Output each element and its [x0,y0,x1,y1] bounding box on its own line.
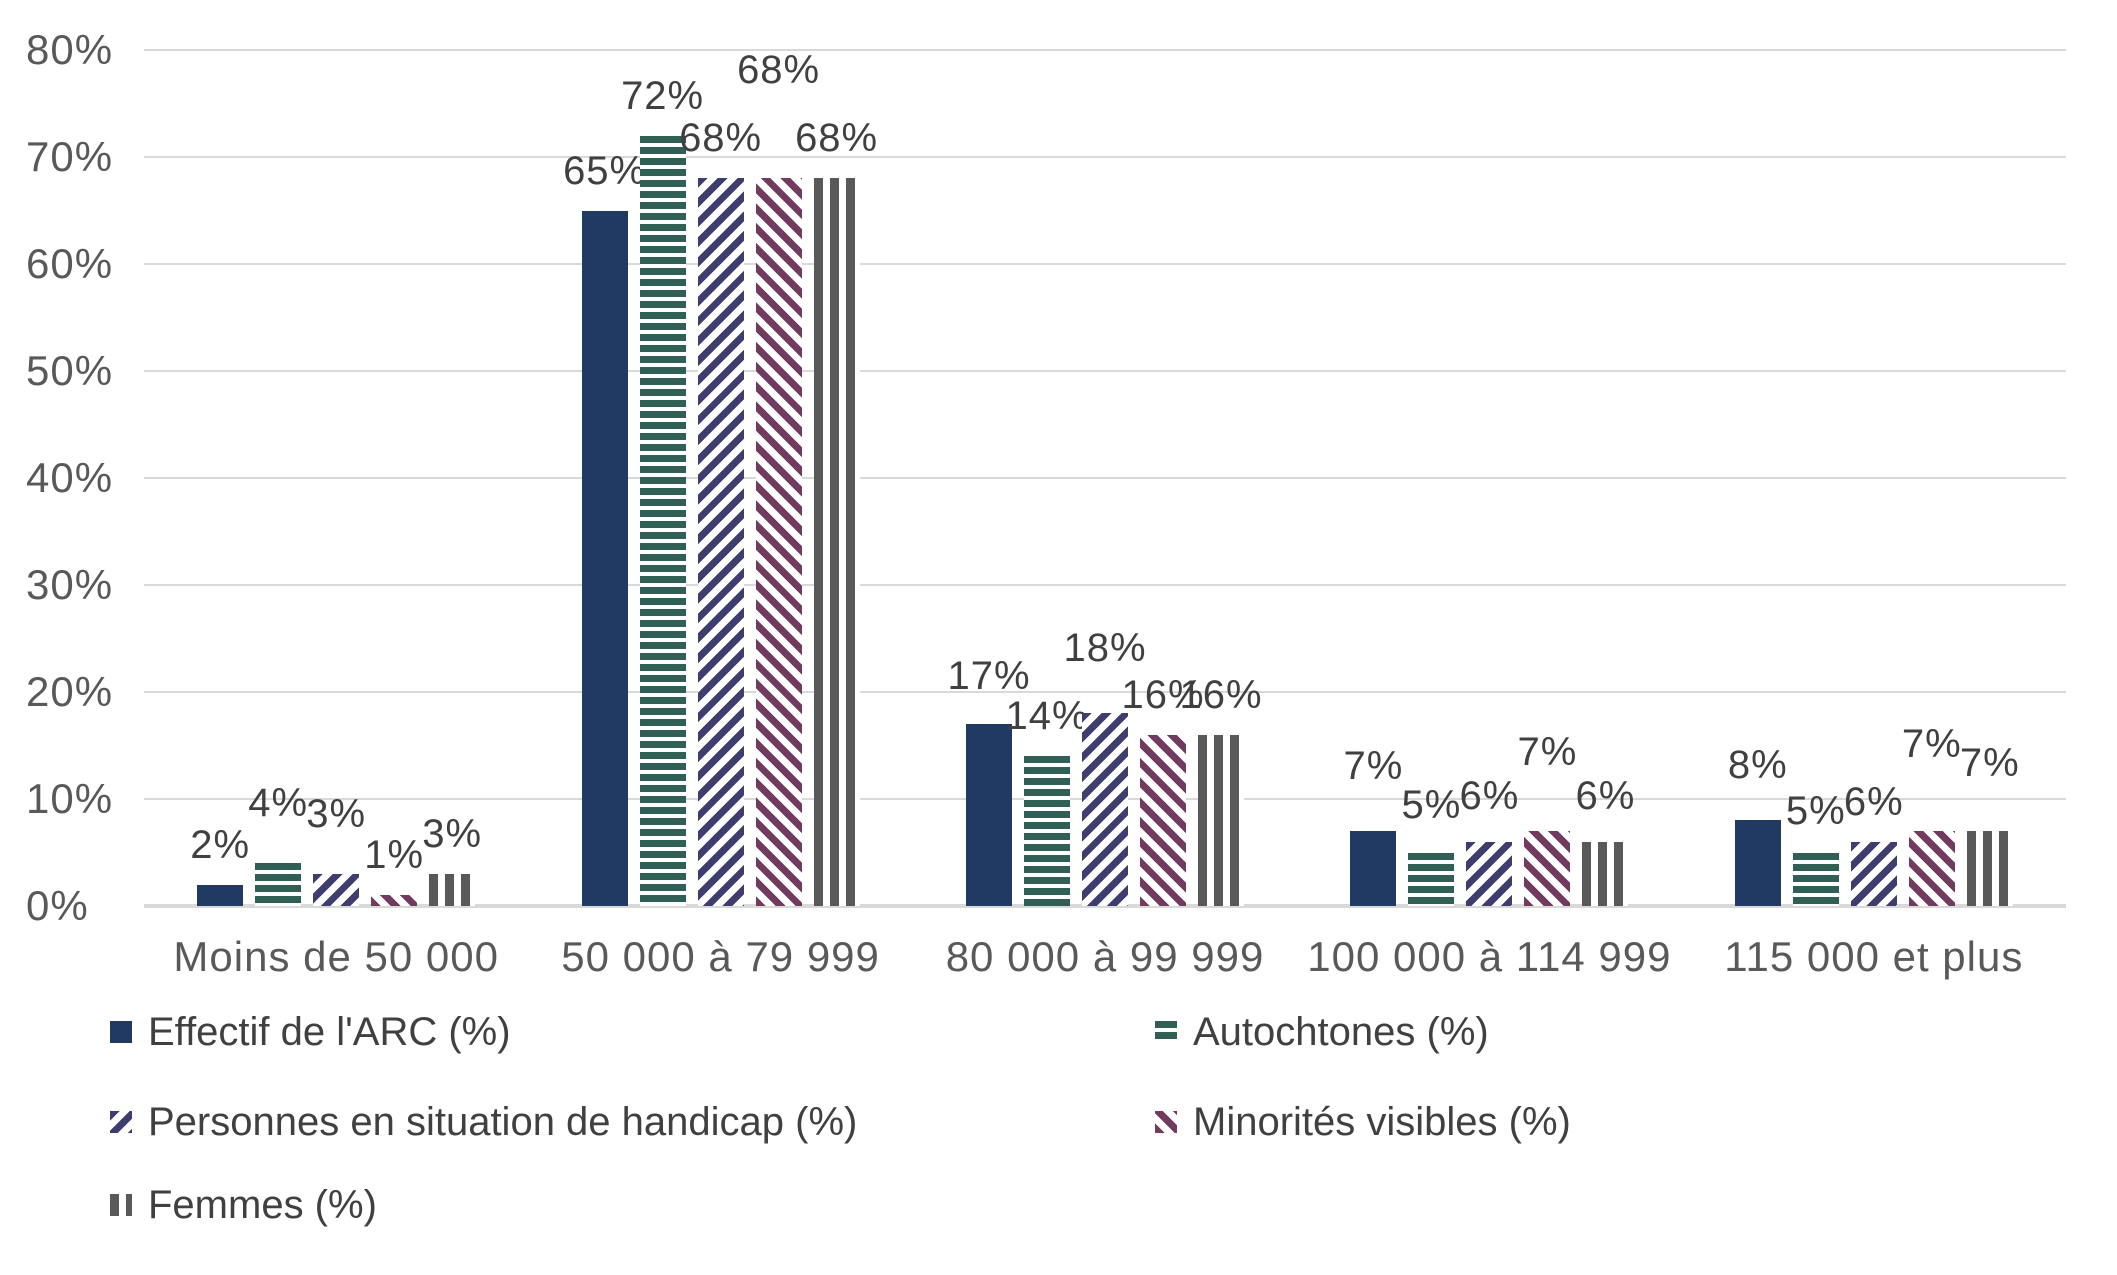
bar-4-group-4 [1524,831,1571,906]
legend-marker-diagonal-up-stripes-icon [110,1111,132,1133]
data-label: 7% [1901,722,1962,767]
x-axis-category-label: 50 000 à 79 999 [561,933,880,980]
data-label: 72% [621,73,705,118]
data-label: 8% [1727,743,1788,788]
data-label: 65% [563,148,647,193]
legend-marker-vertical-stripes-icon [110,1194,132,1216]
y-axis-tick-label: 30% [26,561,114,608]
x-axis-category-label: Moins de 50 000 [173,933,499,980]
bar-3-group-5 [1850,841,1897,906]
data-label: 1% [364,833,425,878]
bar-1-group-4 [1350,831,1397,906]
data-label: 7% [1343,744,1404,789]
data-label: 3% [422,811,483,856]
data-label: 14% [1005,694,1089,739]
data-label: 17% [947,654,1031,699]
gridline [144,477,2066,479]
bar-2-group-2 [639,135,686,906]
data-label: 68% [795,116,879,161]
bar-5-group-3 [1198,734,1244,906]
data-label: 5% [1401,782,1462,827]
legend-label: Minorités visibles (%) [1193,1100,1571,1144]
y-axis-tick-label: 80% [26,26,114,73]
data-label: 7% [1959,741,2020,786]
legend-label: Autochtones (%) [1193,1010,1489,1054]
y-axis-tick-label: 70% [26,133,114,180]
data-label: 16% [1179,672,1263,717]
bar-2-group-4 [1408,852,1455,906]
data-label: 68% [679,116,763,161]
y-axis-tick-label: 0% [26,882,89,929]
bar-2-group-1 [255,863,302,906]
data-label: 68% [737,48,821,93]
data-label: 16% [1121,672,1205,717]
bar-4-group-5 [1908,831,1955,906]
bar-5-group-1 [429,873,476,906]
legend-item: Minorités visibles (%) [1155,1098,1571,1146]
y-axis-tick-label: 10% [26,775,114,822]
data-label: 3% [306,791,367,836]
bar-2-group-5 [1792,852,1839,906]
legend-item: Autochtones (%) [1155,1008,1489,1056]
gridline [144,691,2066,693]
data-label: 7% [1517,730,1578,775]
data-label: 18% [1063,626,1147,671]
x-axis-category-label: 115 000 et plus [1724,933,2024,980]
data-label: 6% [1843,779,1904,824]
gridline [144,370,2066,372]
y-axis-tick-label: 60% [26,240,114,287]
bar-1-group-3 [966,724,1012,906]
legend-item: Femmes (%) [110,1181,377,1229]
plot-area: 2% 4% 3% 1% 3% 65% 72% 68% 68% 68% 17% 14% 18% 16% 16%… [144,48,2066,908]
legend-item: Personnes en situation de handicap (%) [110,1098,857,1146]
y-axis-tick-label: 40% [26,454,114,501]
legend-item: Effectif de l'ARC (%) [110,1008,511,1056]
bar-4-group-2 [755,178,802,906]
gridline [144,49,2066,51]
bar-1-group-2 [581,210,628,906]
bar-3-group-1 [313,873,360,906]
gridline [144,156,2066,158]
x-axis-category-label: 80 000 à 99 999 [945,933,1265,980]
x-axis-line [144,904,2066,908]
bar-2-group-3 [1024,756,1070,906]
legend-marker-diagonal-down-stripes-icon [1155,1111,1177,1133]
bar-3-group-4 [1466,841,1513,906]
bar-1-group-5 [1734,820,1781,906]
data-label: 5% [1785,788,1846,833]
data-label: 4% [248,781,309,826]
bar-4-group-1 [371,895,418,906]
legend-label: Femmes (%) [148,1183,377,1227]
y-axis-tick-label: 50% [26,347,114,394]
bar-3-group-3 [1082,713,1128,906]
legend-marker-solid-icon [110,1021,132,1043]
legend-label: Personnes en situation de handicap (%) [148,1100,858,1144]
data-label: 6% [1575,773,1636,818]
bar-5-group-5 [1966,831,2013,906]
bar-1-group-1 [197,884,244,906]
gridline [144,584,2066,586]
gridline [144,263,2066,265]
data-label: 2% [190,822,251,867]
legend-marker-horizontal-stripes-icon [1155,1021,1177,1043]
bar-4-group-3 [1140,734,1186,906]
data-label: 6% [1459,773,1520,818]
legend-label: Effectif de l'ARC (%) [148,1010,511,1054]
bar-3-group-2 [697,178,744,906]
bar-5-group-4 [1582,841,1629,906]
x-axis-category-label: 100 000 à 114 999 [1307,933,1672,980]
y-axis-tick-label: 20% [26,668,114,715]
bar-5-group-2 [813,178,860,906]
